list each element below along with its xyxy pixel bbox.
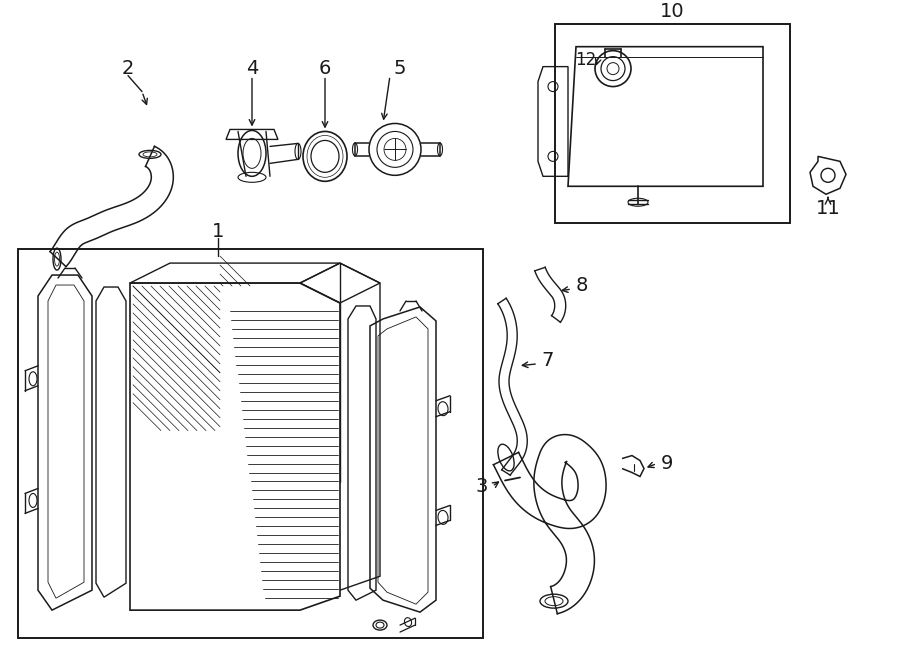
Text: 5: 5 [394, 59, 406, 78]
Text: 8: 8 [576, 276, 589, 295]
Text: 4: 4 [246, 59, 258, 78]
Bar [18, 249, 483, 638]
Text: 6: 6 [319, 59, 331, 78]
Text: 3: 3 [476, 477, 488, 496]
Bar [555, 24, 790, 223]
Text: 7: 7 [542, 351, 554, 370]
Text: 11: 11 [815, 199, 841, 217]
Text: 12: 12 [575, 51, 597, 69]
Text: 2: 2 [122, 59, 134, 78]
Text: 10: 10 [660, 2, 684, 21]
Text: 1: 1 [212, 221, 224, 241]
Text: 9: 9 [661, 454, 673, 473]
